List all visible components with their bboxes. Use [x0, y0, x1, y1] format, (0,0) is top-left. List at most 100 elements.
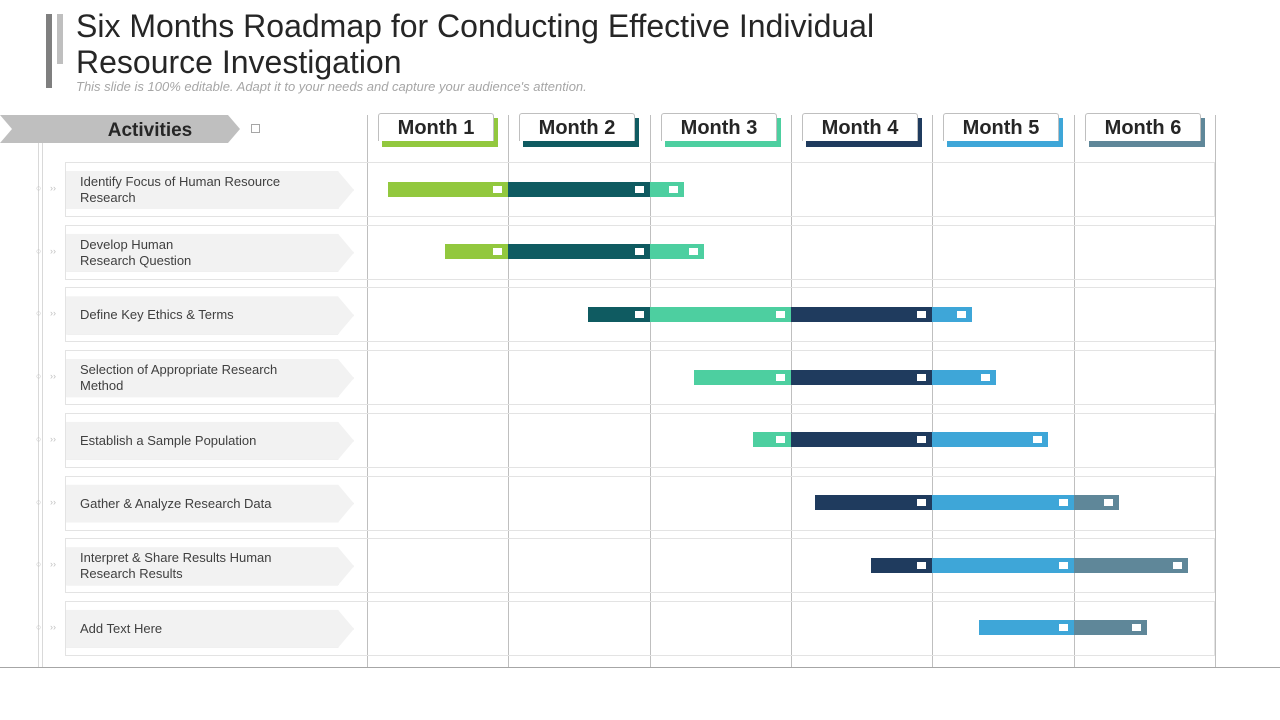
segment-end-marker — [916, 561, 926, 569]
row-frame — [65, 600, 1215, 656]
segment-end-marker — [635, 248, 644, 256]
page-title: Six Months Roadmap for Conducting Effect… — [76, 8, 875, 80]
gantt-bar-segment — [444, 244, 508, 260]
month-tab-face — [1085, 113, 1201, 141]
gantt-bar-segment — [932, 369, 996, 385]
month-tab-3: Month 3 — [661, 113, 781, 147]
row-chevron-icon: ›› — [50, 183, 56, 193]
activity-item[interactable]: Develop Human Research Question — [66, 233, 354, 272]
month-tab-6: Month 6 — [1085, 113, 1205, 147]
month-label: Month 3 — [680, 117, 758, 139]
gantt-bar-segment — [814, 495, 932, 510]
gantt-bar-segment — [508, 244, 650, 260]
month-label: Month 6 — [1104, 117, 1182, 139]
gantt-bar-segment — [1074, 620, 1148, 636]
row-marker-icon: ○ — [36, 559, 42, 570]
segment-end-marker — [635, 185, 644, 193]
row-marker-icon: ○ — [36, 621, 42, 632]
gantt-bar-segment — [932, 306, 972, 322]
row-frame — [65, 350, 1215, 406]
gantt-bar-segment — [932, 495, 1074, 510]
gantt-bar-segment — [650, 244, 704, 260]
gantt-bar-segment — [791, 369, 932, 385]
segment-end-marker — [688, 248, 698, 256]
activity-label: Define Key Ethics & Terms — [80, 307, 234, 323]
gantt-bar-segment — [932, 557, 1074, 573]
row-chevron-icon: ›› — [50, 371, 56, 382]
month-label: Month 5 — [962, 117, 1040, 139]
gantt-bar-segment — [650, 306, 791, 322]
row-chevron-icon: ›› — [50, 308, 56, 319]
row-frame — [65, 224, 1215, 280]
gantt-bar-segment — [752, 432, 791, 448]
segment-end-marker — [956, 310, 966, 318]
timeline-rail — [38, 143, 39, 668]
month-label: Month 1 — [397, 117, 475, 139]
segment-end-marker — [917, 310, 926, 318]
activity-item[interactable]: Establish a Sample Population — [66, 421, 354, 460]
activity-item[interactable]: Interpret & Share Results Human Research… — [66, 547, 354, 586]
month-tab-1: Month 1 — [378, 113, 498, 147]
grid-line-0 — [367, 115, 368, 667]
row-frame — [65, 412, 1215, 468]
title-accent-dark — [46, 14, 52, 88]
activity-item[interactable]: Identify Focus of Human Resource Researc… — [66, 171, 354, 209]
activities-header: Activities — [0, 115, 240, 143]
segment-end-marker — [668, 185, 678, 193]
month-tab-face — [661, 113, 777, 141]
month-tab-face — [378, 113, 494, 141]
activity-item[interactable]: Add Text Here — [66, 609, 354, 648]
segment-end-marker — [775, 436, 785, 444]
segment-end-marker — [1059, 499, 1068, 506]
row-marker-icon: ○ — [36, 245, 42, 256]
month-tab-face — [519, 113, 635, 141]
row-marker-icon: ○ — [36, 371, 42, 382]
month-tab-face — [802, 113, 918, 141]
activity-label: Gather & Analyze Research Data — [80, 495, 272, 511]
activity-label: Establish a Sample Population — [80, 432, 257, 448]
segment-end-marker — [917, 373, 926, 381]
month-tab-4: Month 4 — [802, 113, 922, 147]
row-frame — [65, 538, 1215, 594]
activities-checkbox-icon — [251, 124, 260, 133]
activity-label: Develop Human Research Question — [80, 236, 192, 268]
activity-item[interactable]: Selection of Appropriate Research Method — [66, 359, 354, 398]
month-label: Month 4 — [821, 117, 899, 139]
segment-end-marker — [634, 310, 644, 318]
grid-line-3 — [791, 115, 792, 667]
grid-line-2 — [650, 115, 651, 667]
segment-end-marker — [1058, 624, 1068, 632]
gantt-bar-segment — [1074, 557, 1189, 573]
segment-end-marker — [1173, 561, 1183, 569]
segment-end-marker — [1132, 624, 1142, 632]
segment-end-marker — [1104, 499, 1114, 506]
gantt-bar-segment — [693, 369, 791, 385]
activity-label: Add Text Here — [80, 620, 163, 636]
title-accent-light — [57, 14, 63, 64]
activity-label: Selection of Appropriate Research Method — [80, 362, 278, 394]
activity-label: Identify Focus of Human Resource Researc… — [80, 174, 281, 205]
gantt-bar-segment — [587, 306, 650, 322]
month-tab-5: Month 5 — [943, 113, 1063, 147]
activity-item[interactable]: Gather & Analyze Research Data — [66, 484, 354, 523]
segment-end-marker — [776, 310, 785, 318]
grid-line-5 — [1074, 115, 1075, 667]
month-tab-face — [943, 113, 1059, 141]
row-marker-icon: ○ — [36, 496, 42, 507]
grid-line-6 — [1215, 115, 1216, 667]
gantt-bar-segment — [791, 432, 932, 448]
activity-item[interactable]: Define Key Ethics & Terms — [66, 296, 354, 335]
activities-label: Activities — [107, 120, 193, 141]
page-subtitle: This slide is 100% editable. Adapt it to… — [76, 79, 587, 94]
row-marker-icon: ○ — [36, 433, 42, 444]
segment-end-marker — [916, 499, 926, 506]
month-label: Month 2 — [538, 117, 616, 139]
bottom-rule — [0, 667, 1280, 668]
row-chevron-icon: ›› — [50, 496, 56, 507]
segment-end-marker — [775, 373, 785, 381]
timeline-rail-inner — [42, 143, 43, 668]
row-marker-icon: ○ — [36, 183, 42, 193]
row-chevron-icon: ›› — [50, 433, 56, 444]
row-chevron-icon: ›› — [50, 559, 56, 570]
grid-line-1 — [508, 115, 509, 667]
